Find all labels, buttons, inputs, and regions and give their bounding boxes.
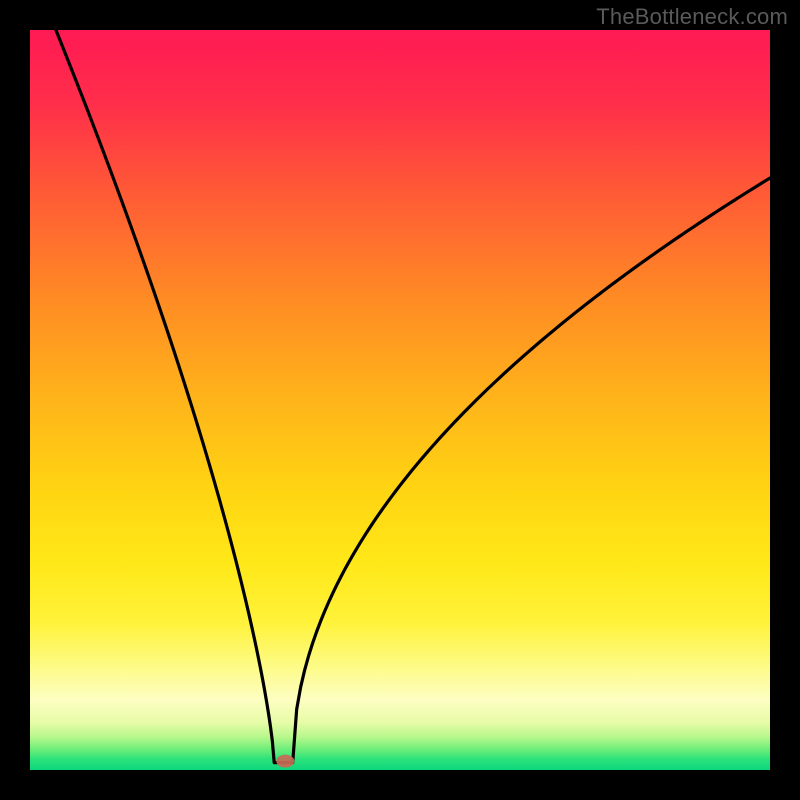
bottleneck-curve-chart [30,30,770,770]
chart-frame: TheBottleneck.com [0,0,800,800]
gradient-background [30,30,770,770]
optimum-marker [276,755,294,768]
watermark-text: TheBottleneck.com [596,4,788,30]
plot-area [30,30,770,770]
